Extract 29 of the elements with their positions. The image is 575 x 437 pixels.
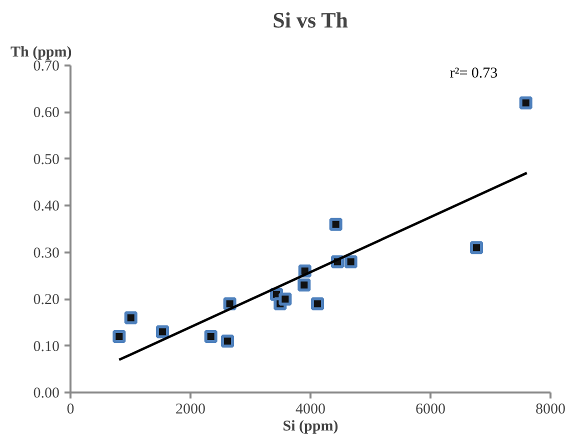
point (329, 218, 342, 231)
y-tick-label: 0.00 (33, 386, 60, 402)
point (344, 255, 358, 268)
x-axis-title: Si (ppm) (282, 418, 338, 434)
point (311, 297, 324, 310)
x-tick-label: 4000 (296, 402, 326, 418)
point (204, 330, 218, 343)
chart-title: Si vs Th (272, 8, 348, 32)
y-tick-label: 0.70 (33, 58, 60, 74)
point (221, 334, 234, 348)
y-tick-label: 0.60 (33, 105, 60, 122)
y-tick-label: 0.10 (33, 338, 60, 355)
point (124, 311, 138, 324)
annotation: r²= 0.73 (450, 66, 498, 82)
x-tick-label: 8000 (536, 402, 566, 418)
point (156, 325, 169, 338)
x-tick-label: 6000 (416, 402, 446, 418)
point (470, 241, 484, 254)
y-tick-label: 0.30 (33, 245, 60, 262)
y-tick-label: 0.50 (33, 152, 60, 168)
point (519, 96, 532, 110)
x-tick-label: 0 (66, 402, 74, 418)
point (298, 278, 311, 292)
x-tick-label: 2000 (176, 402, 206, 418)
point (278, 292, 292, 306)
y-tick-label: 0.20 (33, 292, 60, 308)
point (112, 330, 126, 343)
y-axis-title: Th (ppm) (10, 44, 72, 60)
y-tick-label: 0.40 (33, 198, 60, 215)
